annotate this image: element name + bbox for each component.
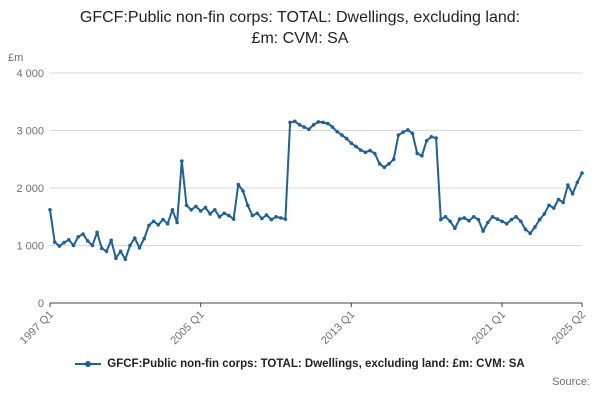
chart-page: GFCF:Public non-fin corps: TOTAL: Dwelli… (0, 8, 600, 408)
svg-text:2013 Q1: 2013 Q1 (319, 308, 357, 346)
svg-text:2021 Q1: 2021 Q1 (470, 308, 508, 346)
source-label: Source: (552, 375, 590, 388)
svg-text:1997 Q1: 1997 Q1 (18, 308, 56, 346)
svg-text:2 000: 2 000 (16, 183, 44, 195)
svg-text:2005 Q1: 2005 Q1 (168, 308, 206, 346)
legend-line-marker (75, 360, 102, 367)
svg-text:3 000: 3 000 (16, 125, 44, 137)
legend-label: GFCF:Public non-fin corps: TOTAL: Dwelli… (107, 357, 525, 370)
svg-text:0: 0 (38, 298, 44, 310)
y-axis-unit-label: £m (8, 51, 24, 64)
svg-text:4 000: 4 000 (16, 68, 44, 80)
line-chart: 0 1 000 2 000 3 000 4 000 1997 Q1 2005 Q1 2013 … (16, 68, 588, 347)
svg-text:1 000: 1 000 (16, 240, 44, 252)
legend: GFCF:Public non-fin corps: TOTAL: Dwelli… (0, 355, 600, 373)
svg-text:2025 Q2: 2025 Q2 (550, 308, 588, 346)
chart-title: GFCF:Public non-fin corps: TOTAL: Dwelli… (79, 9, 521, 47)
